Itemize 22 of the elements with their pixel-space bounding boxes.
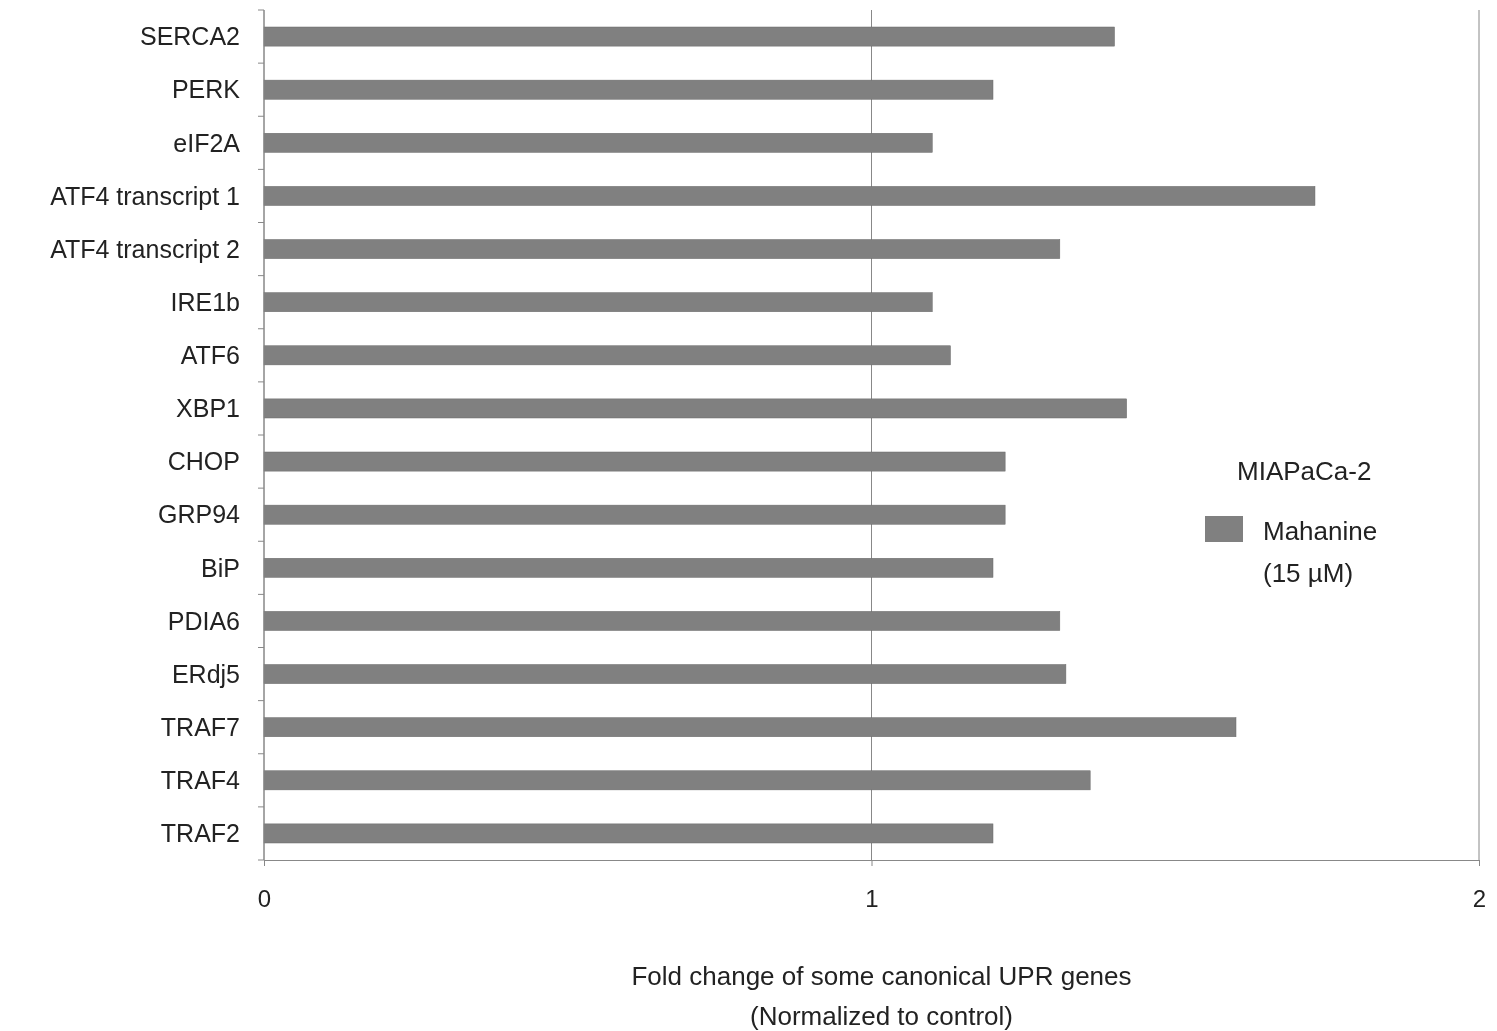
y-tick-label: ERdj5 [171, 659, 240, 688]
y-tick-label: eIF2A [173, 128, 241, 157]
legend-title: MIAPaCa-2 [1237, 456, 1372, 486]
y-tick-label: PDIA6 [167, 606, 240, 635]
y-tick-label: ATF6 [180, 341, 240, 370]
y-tick-label: GRP94 [158, 500, 241, 529]
y-tick-label: BiP [201, 553, 240, 582]
y-tick-label: TRAF7 [160, 712, 240, 741]
x-tick-label: 0 [257, 885, 272, 913]
y-tick-label: CHOP [167, 447, 240, 476]
y-tick-label: ATF4 transcript 2 [50, 234, 240, 263]
y-tick-label: PERK [171, 75, 241, 104]
y-tick-label: TRAF4 [160, 766, 241, 795]
y-tick-label: XBP1 [176, 394, 240, 423]
x-tick-label: 1 [865, 885, 879, 913]
y-tick-label: SERCA2 [139, 22, 240, 51]
x-axis-title: Fold change of some canonical UPR genes (Normalized to control) [631, 961, 1132, 1031]
y-tick-label: TRAF2 [160, 819, 240, 848]
y-tick-label: ATF4 transcript 1 [50, 181, 240, 210]
legend-label: Mahanine (15 µM) [1263, 516, 1378, 588]
y-tick-label: IRE1b [170, 287, 240, 316]
x-tick-label: 2 [1472, 885, 1487, 913]
